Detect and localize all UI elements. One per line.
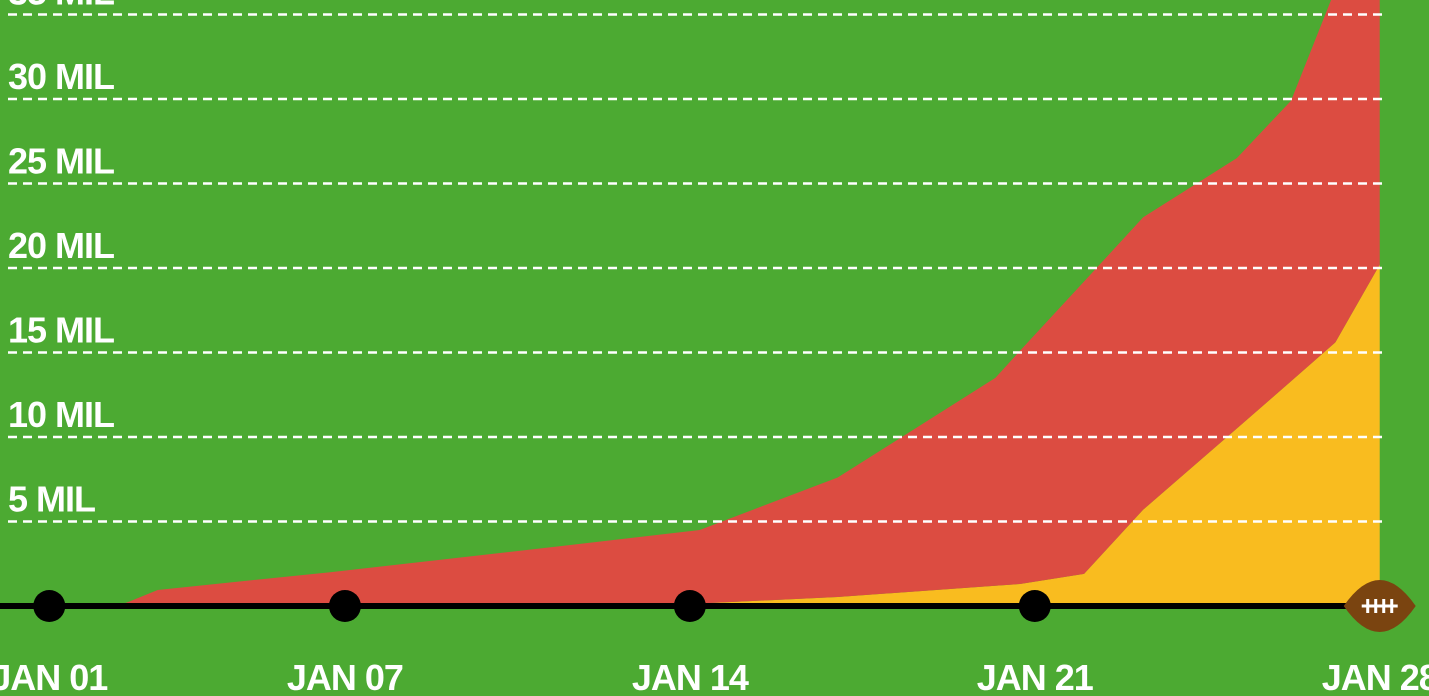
y-tick-label: 5 MIL (8, 479, 95, 520)
y-tick-label: 35 MIL (8, 0, 114, 13)
x-tick-label: JAN 07 (287, 657, 403, 696)
area (118, 0, 1380, 606)
tick-dot (1018, 590, 1051, 622)
x-tick-label: JAN 01 (0, 657, 108, 696)
y-tick-label: 15 MIL (8, 310, 114, 351)
y-tick-label: 10 MIL (8, 394, 114, 435)
x-tick-label: JAN 21 (977, 657, 1094, 696)
y-tick-label: 30 MIL (8, 56, 114, 97)
tick-dot (673, 590, 706, 622)
tick-dot (328, 590, 361, 622)
y-tick-label: 25 MIL (8, 141, 114, 182)
x-tick-label: JAN 28 (1322, 657, 1429, 696)
area (118, 264, 1380, 606)
football-laces (1361, 599, 1398, 613)
x-tick-label: JAN 14 (632, 657, 749, 696)
y-tick-label: 20 MIL (8, 225, 114, 266)
tick-dot (33, 590, 66, 622)
